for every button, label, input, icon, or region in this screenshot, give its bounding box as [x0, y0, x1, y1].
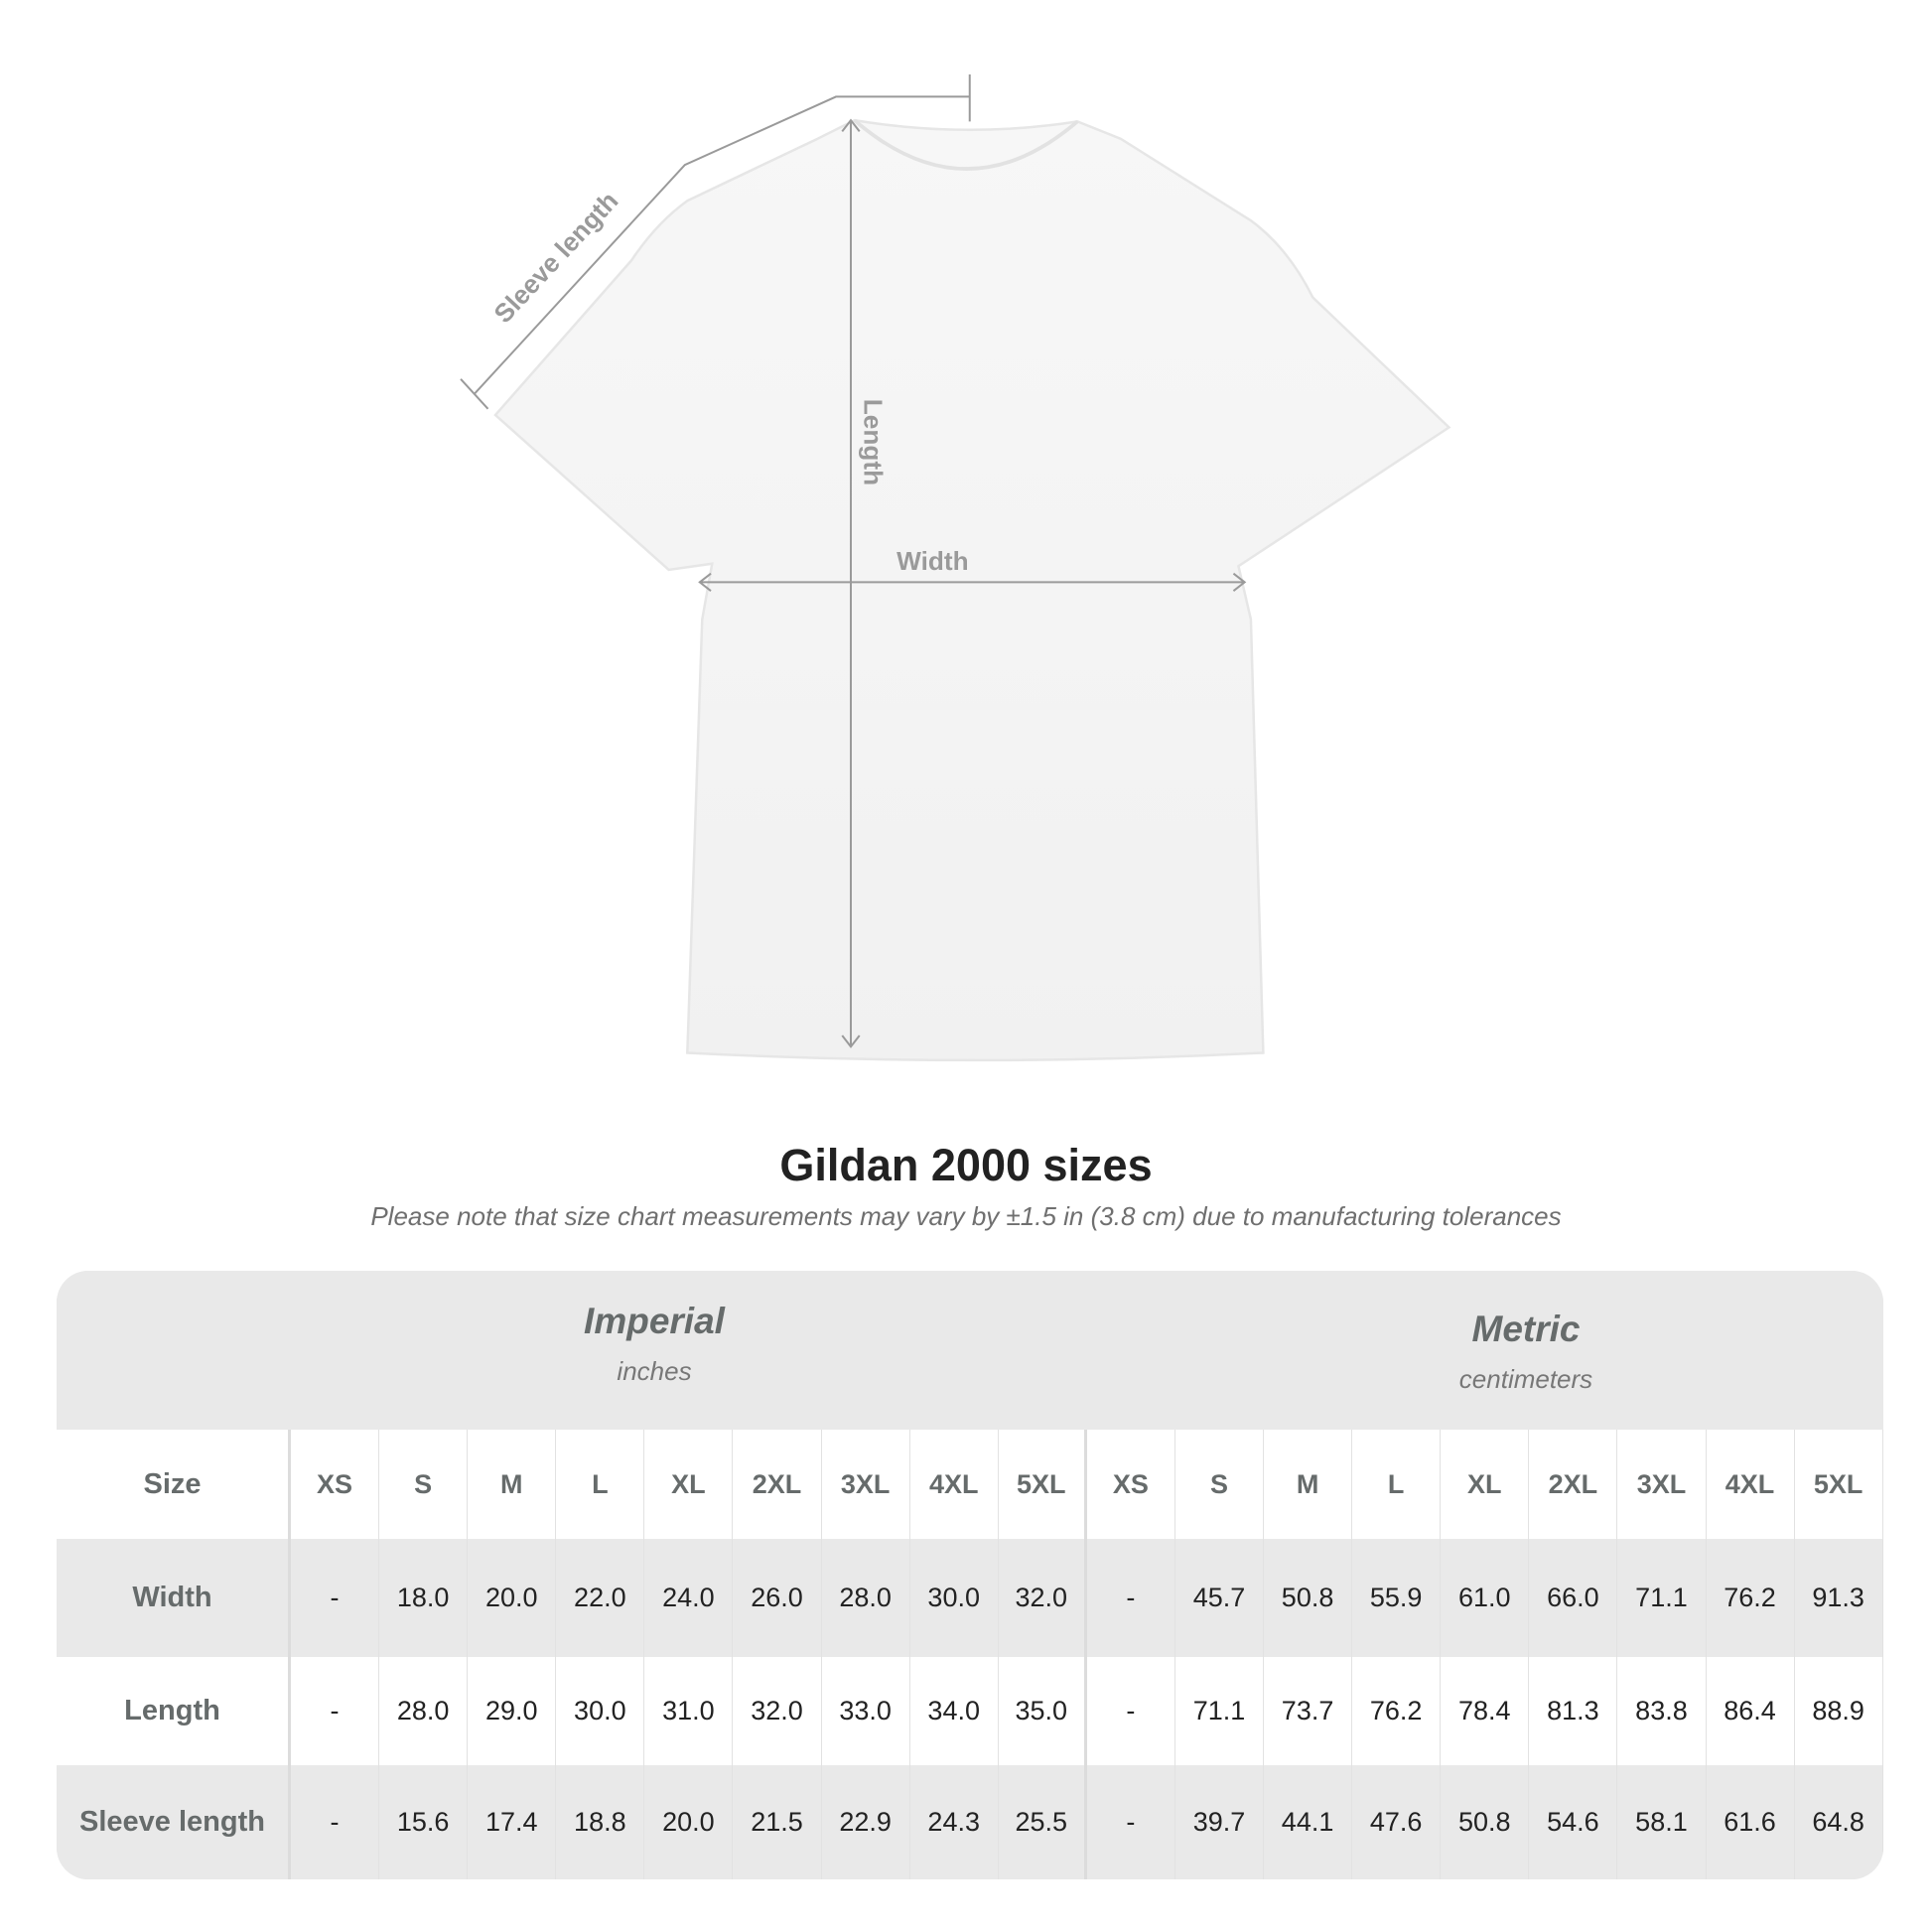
collar — [853, 118, 1079, 171]
metric-header: Metric centimeters — [1129, 1309, 1883, 1395]
table-cell: 86.4 — [1707, 1657, 1795, 1765]
size-header-cell: 4XL — [1707, 1430, 1795, 1539]
row-label: Width — [57, 1539, 291, 1657]
tshirt-diagram: Sleeve length Length Width — [460, 73, 1451, 1062]
table-cell: 50.8 — [1441, 1765, 1530, 1879]
measure-lines — [460, 73, 1247, 1048]
table-cell: 64.8 — [1795, 1765, 1883, 1879]
table-cell: 39.7 — [1175, 1765, 1265, 1879]
row-label: Size — [57, 1430, 291, 1539]
table-cell: - — [291, 1539, 380, 1657]
table-cell: 34.0 — [910, 1657, 999, 1765]
table-cell: 81.3 — [1529, 1657, 1618, 1765]
length-label: Length — [859, 399, 889, 485]
table-cell: 45.7 — [1175, 1539, 1265, 1657]
table-cell: 32.0 — [999, 1539, 1087, 1657]
table-cell: 17.4 — [468, 1765, 557, 1879]
table-cell: 18.8 — [556, 1765, 645, 1879]
table-row: Width -18.0 20.0 22.0 24.0 26.0 28.0 30.0 32.0-4… — [57, 1539, 1883, 1657]
table-cell: 76.2 — [1352, 1657, 1442, 1765]
table-cell: 26.0 — [733, 1539, 822, 1657]
size-header-cell: S — [379, 1430, 469, 1539]
metric-unit: centimeters — [1458, 1364, 1593, 1394]
imperial-unit: inches — [617, 1356, 692, 1386]
imperial-title: Imperial — [584, 1301, 725, 1341]
table-cell: - — [1087, 1539, 1175, 1657]
table-cell: 20.0 — [468, 1539, 557, 1657]
table-cell: 47.6 — [1352, 1765, 1442, 1879]
row-label: Length — [57, 1657, 291, 1765]
table-cell: 66.0 — [1529, 1539, 1618, 1657]
table-cell: 24.3 — [910, 1765, 999, 1879]
width-label: Width — [897, 546, 968, 576]
unit-header: Imperial inches Metric centimeters — [57, 1271, 1883, 1430]
table-cell: 50.8 — [1264, 1539, 1353, 1657]
size-header-cell: 5XL — [999, 1430, 1087, 1539]
size-header-cell: M — [468, 1430, 557, 1539]
table-cell: - — [1087, 1657, 1175, 1765]
imperial-header: Imperial inches — [257, 1301, 1051, 1387]
table-cell: 35.0 — [999, 1657, 1087, 1765]
table-cell: 20.0 — [644, 1765, 734, 1879]
table-cell: 71.1 — [1617, 1539, 1707, 1657]
size-header-cell: 3XL — [1617, 1430, 1707, 1539]
table-cell: 24.0 — [644, 1539, 734, 1657]
table-row: Sleeve length -15.6 17.4 18.8 20.0 21.5 22.9 24… — [57, 1765, 1883, 1879]
table-cell: 22.9 — [822, 1765, 910, 1879]
table-cell: 30.0 — [910, 1539, 999, 1657]
table-cell: 73.7 — [1264, 1657, 1353, 1765]
table-cell: 54.6 — [1529, 1765, 1618, 1879]
page-title: Gildan 2000 sizes — [779, 1140, 1153, 1190]
size-header-cell: 3XL — [822, 1430, 910, 1539]
table-cell: - — [291, 1657, 380, 1765]
table-cell: 22.0 — [556, 1539, 645, 1657]
table-cell: 88.9 — [1795, 1657, 1883, 1765]
size-header-cell: 2XL — [1529, 1430, 1618, 1539]
table-cell: - — [1087, 1765, 1175, 1879]
size-header-cell: S — [1175, 1430, 1265, 1539]
tshirt-image — [493, 118, 1451, 1062]
table-cell: 28.0 — [379, 1657, 469, 1765]
size-header-cell: XL — [1441, 1430, 1530, 1539]
table-cell: 78.4 — [1441, 1657, 1530, 1765]
metric-title: Metric — [1471, 1309, 1581, 1349]
table-cell: 31.0 — [644, 1657, 734, 1765]
table-cell: 18.0 — [379, 1539, 469, 1657]
size-header-row: Size XS S M L XL 2XL 3XL 4XL 5XL XS S M L XL 2XL 3XL 4XL 5… — [57, 1430, 1883, 1539]
table-cell: 15.6 — [379, 1765, 469, 1879]
tolerance-note: Please note that size chart measurements… — [370, 1201, 1562, 1231]
size-header-cell: XS — [1087, 1430, 1175, 1539]
table-row: Length -28.0 29.0 30.0 31.0 32.0 33.0 34.0 35.0-… — [57, 1657, 1883, 1765]
table-cell: 33.0 — [822, 1657, 910, 1765]
table-cell: 25.5 — [999, 1765, 1087, 1879]
size-header-cell: 2XL — [733, 1430, 822, 1539]
size-header-cell: 4XL — [910, 1430, 999, 1539]
size-header-cell: XS — [291, 1430, 380, 1539]
row-label: Sleeve length — [57, 1765, 291, 1879]
table-cell: 44.1 — [1264, 1765, 1353, 1879]
size-header-cell: M — [1264, 1430, 1353, 1539]
size-table: Imperial inches Metric centimeters Size X… — [57, 1271, 1883, 1879]
size-header-cell: L — [1352, 1430, 1442, 1539]
table-cell: 58.1 — [1617, 1765, 1707, 1879]
table-cell: 32.0 — [733, 1657, 822, 1765]
table-cell: 21.5 — [733, 1765, 822, 1879]
table-cell: 91.3 — [1795, 1539, 1883, 1657]
table-cell: - — [291, 1765, 380, 1879]
size-header-cell: XL — [644, 1430, 734, 1539]
table-cell: 61.6 — [1707, 1765, 1795, 1879]
size-header-cell: 5XL — [1795, 1430, 1883, 1539]
table-cell: 55.9 — [1352, 1539, 1442, 1657]
table-cell: 76.2 — [1707, 1539, 1795, 1657]
table-cell: 28.0 — [822, 1539, 910, 1657]
size-header-cell: L — [556, 1430, 645, 1539]
table-cell: 30.0 — [556, 1657, 645, 1765]
table-cell: 61.0 — [1441, 1539, 1530, 1657]
table-cell: 83.8 — [1617, 1657, 1707, 1765]
table-cell: 29.0 — [468, 1657, 557, 1765]
table-cell: 71.1 — [1175, 1657, 1265, 1765]
